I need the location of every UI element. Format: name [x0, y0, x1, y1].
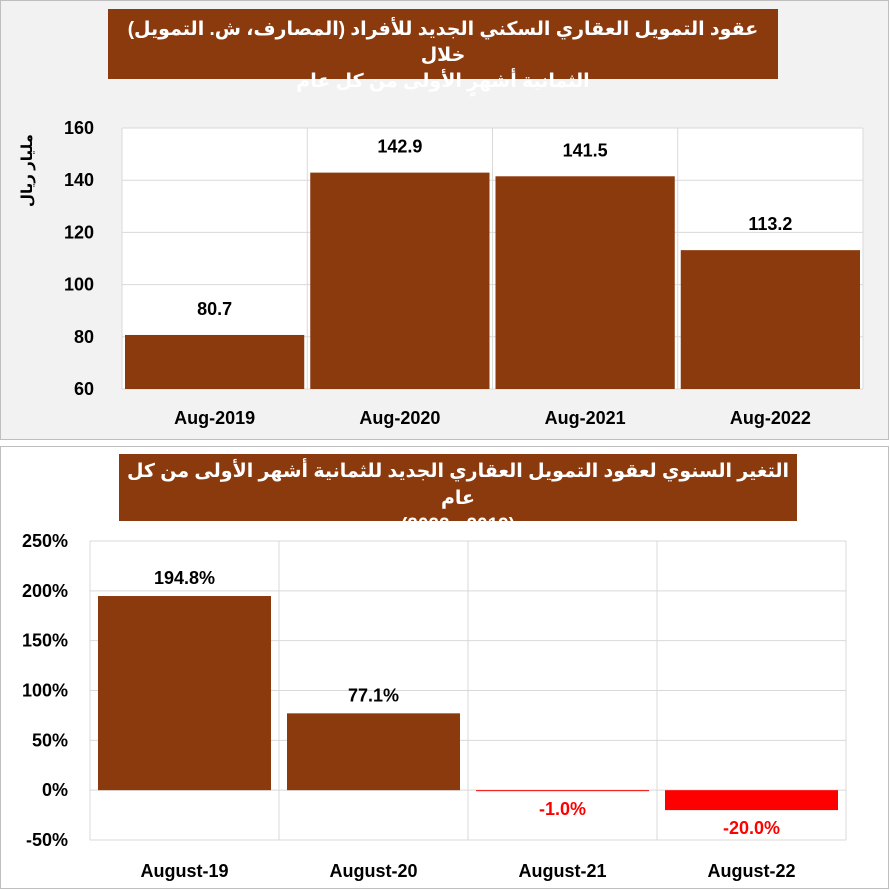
bar — [680, 250, 860, 389]
y-tick-label: 200% — [22, 581, 68, 601]
x-tick-label: August-21 — [518, 861, 606, 881]
chart-title: التغير السنوي لعقود التمويل العقاري الجد… — [119, 454, 797, 536]
chart-panel-annual-change: التغير السنوي لعقود التمويل العقاري الجد… — [0, 446, 889, 889]
x-tick-label: Aug-2020 — [359, 408, 440, 428]
bar — [495, 176, 675, 389]
y-tick-label: 140 — [64, 170, 94, 190]
y-tick-label: 120 — [64, 222, 94, 242]
x-tick-label: August-20 — [329, 861, 417, 881]
y-tick-label: 250% — [22, 531, 68, 551]
x-tick-label: Aug-2021 — [545, 408, 626, 428]
y-tick-label: 160 — [64, 118, 94, 138]
bar-chart-housing-finance: 60 80 100 120 140 160 80.7 Aug-2019 142.9 Aug-202… — [64, 118, 864, 428]
bar — [125, 334, 305, 389]
x-tick-label: August-19 — [140, 861, 228, 881]
data-label: 77.1% — [348, 685, 399, 705]
data-label: -1.0% — [539, 799, 586, 819]
y-tick-label: 100% — [22, 681, 68, 701]
bar — [476, 790, 649, 792]
chart-title-line: عقود التمويل العقاري السكني الجديد للأفر… — [127, 19, 759, 66]
y-tick-label: 0% — [42, 780, 68, 800]
x-tick-label: August-22 — [707, 861, 795, 881]
y-tick-label: 50% — [32, 730, 68, 750]
bar-chart-annual-change: -50% 0% 50% 100% 150% 200% 250% 194.8% August-19… — [22, 531, 847, 881]
chart-title: عقود التمويل العقاري السكني الجديد للأفر… — [108, 9, 778, 92]
data-label: 141.5 — [563, 140, 608, 160]
bar — [287, 713, 460, 791]
x-tick-label: Aug-2019 — [174, 408, 255, 428]
y-tick-label: 80 — [74, 327, 94, 347]
data-label: 142.9 — [377, 137, 422, 157]
bar — [98, 596, 271, 791]
chart-title-line: (2019 - 2022) — [400, 515, 516, 536]
data-label: 113.2 — [748, 214, 792, 234]
bar — [665, 790, 838, 811]
chart-title-line: الثمانية أشهرٍ الأولى من كل عام — [296, 71, 590, 92]
y-tick-label: -50% — [26, 830, 68, 850]
chart-panel-housing-finance: عقود التمويل العقاري السكني الجديد للأفر… — [0, 0, 889, 440]
y-tick-label: 100 — [64, 275, 94, 295]
y-tick-label: 60 — [74, 379, 94, 399]
data-label: -20.0% — [723, 818, 780, 838]
x-tick-label: Aug-2022 — [730, 408, 811, 428]
chart-title-line: التغير السنوي لعقود التمويل العقاري الجد… — [126, 461, 790, 509]
y-tick-label: 150% — [22, 631, 68, 651]
data-label: 194.8% — [154, 568, 215, 588]
bar — [310, 172, 490, 389]
data-label: 80.7 — [197, 299, 232, 319]
